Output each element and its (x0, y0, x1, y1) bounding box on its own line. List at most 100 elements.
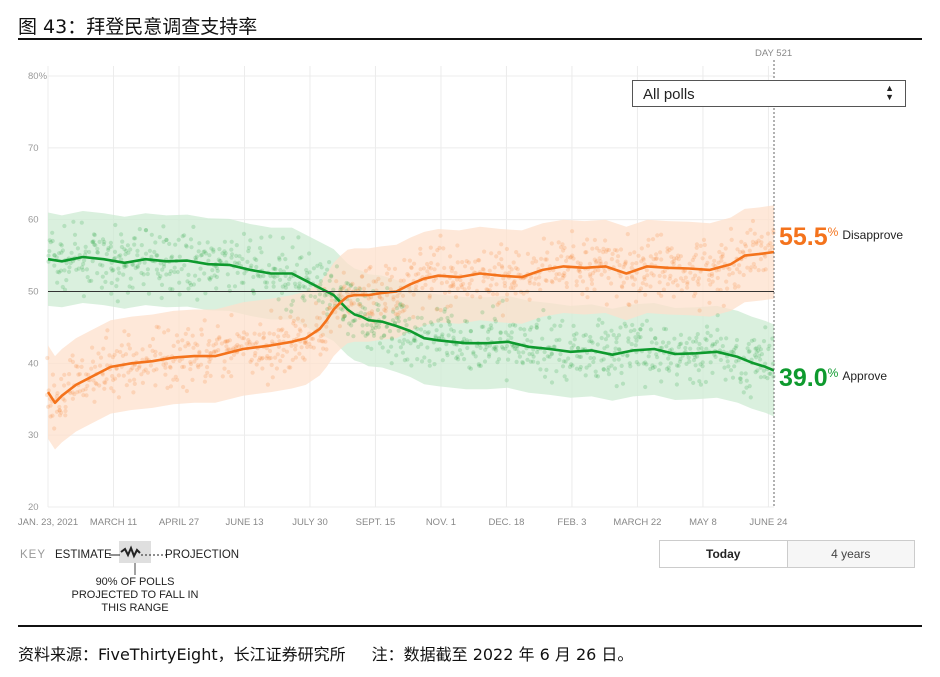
disapprove-poll-dot (219, 341, 224, 346)
approve-poll-dot (152, 249, 157, 255)
disapprove-poll-dot (175, 377, 180, 382)
disapprove-poll-dot (284, 349, 290, 354)
approve-poll-dot (411, 338, 416, 343)
disapprove-poll-dot (359, 274, 364, 279)
disapprove-poll-dot (693, 273, 698, 278)
approve-poll-dot (58, 268, 64, 273)
disapprove-poll-dot (377, 294, 382, 299)
disapprove-poll-dot (205, 365, 210, 370)
approve-poll-dot (404, 323, 409, 328)
approve-poll-dot (375, 307, 380, 313)
key-note: 90% OF POLLS PROJECTED TO FALL IN THIS R… (60, 576, 210, 615)
disapprove-poll-dot (687, 261, 692, 266)
approve-poll-dot (492, 345, 497, 350)
approve-poll-dot (536, 317, 541, 322)
disapprove-poll-dot (267, 331, 272, 336)
approve-poll-dot (360, 305, 365, 310)
poll-filter-select[interactable]: All polls ▲ ▼ (632, 80, 906, 107)
disapprove-poll-dot (318, 334, 323, 339)
approve-poll-dot (554, 369, 559, 374)
approve-poll-dot (109, 280, 114, 286)
disapprove-poll-dot (119, 343, 124, 348)
approve-poll-dot (442, 309, 447, 314)
approve-poll-dot (99, 285, 104, 290)
approve-poll-dot (263, 280, 268, 285)
disapprove-poll-dot (371, 279, 376, 284)
disapprove-poll-dot (126, 332, 131, 338)
disapprove-poll-dot (156, 325, 161, 330)
disapprove-poll-dot (581, 242, 587, 247)
approve-poll-dot (415, 326, 420, 331)
approve-poll-dot (525, 357, 530, 362)
disapprove-poll-dot (442, 265, 447, 271)
disapprove-poll-dot (735, 267, 740, 272)
approve-poll-dot (50, 238, 55, 244)
disapprove-poll-dot (564, 258, 569, 263)
disapprove-poll-dot (318, 352, 323, 357)
disapprove-poll-dot (503, 271, 508, 276)
disapprove-poll-dot (504, 297, 509, 302)
approve-poll-dot (535, 360, 541, 365)
toggle-4-years[interactable]: 4 years (787, 541, 914, 567)
disapprove-poll-dot (278, 358, 283, 363)
approve-poll-dot (203, 291, 208, 296)
disapprove-poll-dot (717, 249, 722, 255)
approve-poll-dot (593, 373, 599, 378)
disapprove-poll-dot (199, 332, 204, 337)
disapprove-poll-dot (665, 249, 670, 254)
approve-poll-dot (141, 282, 146, 287)
toggle-today[interactable]: Today (660, 541, 788, 567)
approve-poll-dot (771, 361, 776, 366)
approve-poll-dot (591, 359, 596, 365)
disapprove-poll-dot (656, 291, 661, 296)
approve-poll-dot (130, 285, 135, 290)
approve-poll-dot (605, 333, 611, 338)
disapprove-poll-dot (763, 267, 768, 272)
approve-poll-dot (485, 336, 491, 341)
approve-poll-dot (272, 266, 277, 271)
disapprove-poll-dot (642, 275, 647, 280)
disapprove-poll-dot (578, 274, 583, 279)
disapprove-poll-dot (765, 231, 771, 236)
approve-poll-dot (161, 261, 167, 267)
disapprove-poll-dot (258, 322, 263, 327)
disapprove-poll-dot (431, 252, 437, 257)
disapprove-poll-dot (348, 298, 353, 303)
approve-poll-dot (755, 368, 760, 373)
approve-poll-dot (449, 313, 454, 318)
approve-poll-dot (226, 284, 232, 289)
disapprove-poll-dot (501, 276, 506, 281)
approve-poll-dot (149, 232, 154, 237)
approve-poll-dot (104, 252, 109, 257)
disapprove-poll-dot (438, 233, 443, 238)
disapprove-poll-dot (137, 365, 142, 370)
approve-poll-dot (257, 246, 263, 251)
disapprove-poll-dot (250, 370, 255, 375)
disapprove-poll-dot (504, 246, 509, 252)
disapprove-poll-dot (641, 256, 646, 261)
approve-poll-dot (457, 348, 463, 353)
disapprove-poll-dot (729, 237, 734, 242)
approve-poll-dot (370, 326, 375, 331)
approve-poll-dot (304, 271, 310, 276)
approve-poll-dot (214, 286, 219, 291)
disapprove-poll-dot (302, 340, 307, 346)
disapprove-poll-dot (166, 328, 171, 333)
disapprove-poll-dot (659, 257, 664, 262)
approve-poll-dot (493, 319, 498, 324)
approve-poll-dot (48, 240, 53, 245)
approve-poll-dot (628, 364, 633, 369)
approve-poll-dot (708, 360, 713, 365)
approve-poll-dot (507, 323, 512, 328)
approve-poll-dot (236, 260, 242, 265)
approve-poll-dot (431, 340, 436, 345)
approve-poll-dot (283, 282, 288, 287)
approve-poll-dot (229, 247, 234, 252)
approve-poll-dot (549, 351, 554, 356)
disapprove-poll-dot (122, 329, 127, 334)
approve-poll-dot (599, 358, 604, 363)
approve-poll-dot (306, 287, 311, 292)
approve-poll-dot (722, 365, 727, 370)
approve-poll-dot (278, 277, 283, 282)
approve-poll-dot (758, 357, 763, 362)
